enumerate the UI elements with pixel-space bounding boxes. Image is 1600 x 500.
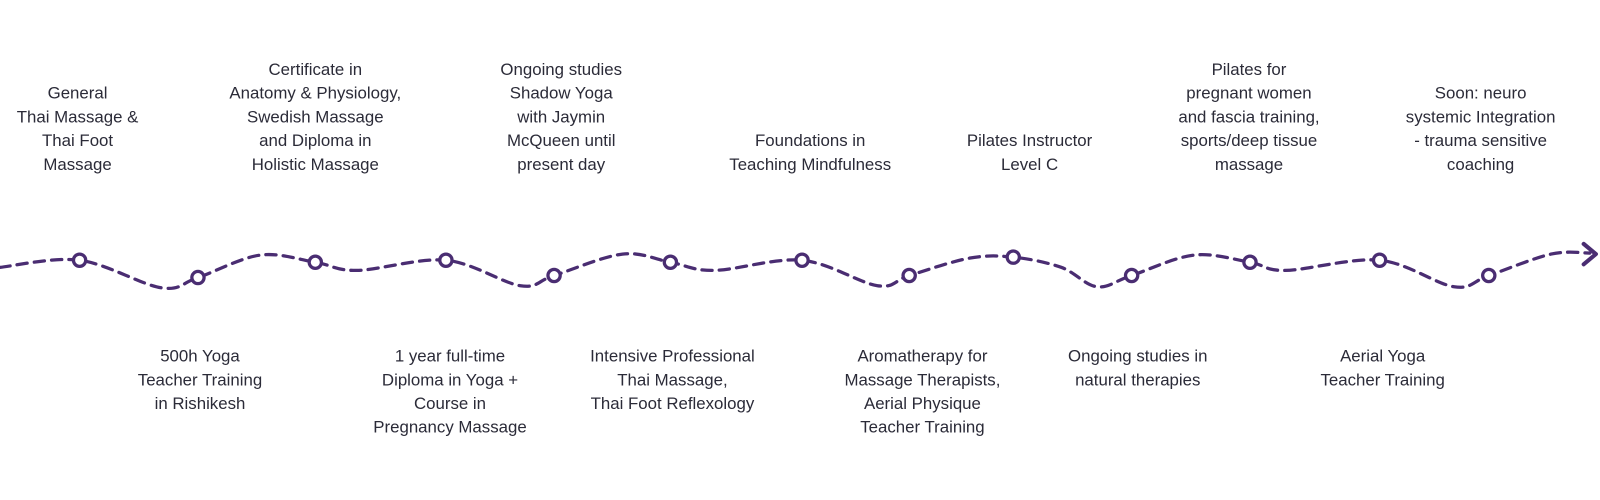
milestone-dot xyxy=(1371,252,1388,268)
label-line: Level C xyxy=(1001,155,1058,174)
label-line: Holistic Massage xyxy=(252,155,379,174)
label-line: Teacher Training xyxy=(138,370,262,389)
label-line: and fascia training, xyxy=(1178,107,1319,126)
milestone-label: Ongoing studies Shadow Yoga with Jaymin McQ… xyxy=(500,60,622,174)
milestone-dot xyxy=(190,269,206,286)
milestone-label: 500h Yoga Teacher Training in Rishikesh xyxy=(138,347,262,413)
label-line: Ongoing studies in xyxy=(1068,347,1207,366)
label-line: Soon: neuro xyxy=(1435,84,1527,103)
milestone-dot xyxy=(307,254,324,270)
label-line: coaching xyxy=(1447,155,1514,174)
label-line: Thai Foot Reflexology xyxy=(591,394,755,413)
label-line: Teaching Mindfulness xyxy=(729,155,891,174)
label-line: Shadow Yoga xyxy=(510,84,614,103)
label-line: systemic Integration xyxy=(1406,107,1556,126)
milestone-dot xyxy=(662,254,679,270)
milestone-label: Soon: neuro systemic Integration - trauma … xyxy=(1406,84,1556,174)
milestone-dot xyxy=(438,252,454,268)
label-line: Massage xyxy=(43,155,111,174)
label-line: 1 year full-time xyxy=(395,347,505,366)
milestone-dot xyxy=(1481,267,1497,284)
milestone-dot xyxy=(1005,249,1022,265)
milestone-label: Certificate in Anatomy & Physiology, Swedi… xyxy=(229,60,401,174)
milestone-label: Ongoing studies in natural therapies xyxy=(1068,347,1207,390)
label-line: with Jaymin xyxy=(516,107,605,126)
label-line: Course in xyxy=(414,394,486,413)
label-line: massage xyxy=(1215,155,1283,174)
label-line: - trauma sensitive xyxy=(1414,131,1547,150)
label-line: General xyxy=(48,84,108,103)
label-line: McQueen until xyxy=(507,131,616,150)
milestone-label: Pilates for pregnant women and fascia trai… xyxy=(1178,60,1319,174)
milestone-label: Pilates Instructor Level C xyxy=(967,131,1093,174)
milestone-label: Foundations in Teaching Mindfulness xyxy=(729,131,891,174)
milestone-dot xyxy=(546,267,562,284)
arrow-head xyxy=(1581,241,1598,267)
label-line: sports/deep tissue xyxy=(1181,131,1318,150)
label-line: Aerial Physique xyxy=(864,394,981,413)
label-line: Intensive Professional xyxy=(590,347,755,366)
label-line: 500h Yoga xyxy=(160,347,240,366)
label-line: in Rishikesh xyxy=(155,394,246,413)
label-line: Swedish Massage xyxy=(247,107,384,126)
label-line: Ongoing studies xyxy=(500,60,622,79)
label-line: Thai Massage & xyxy=(17,107,139,126)
label-line: natural therapies xyxy=(1075,370,1200,389)
label-line: Pregnancy Massage xyxy=(373,418,526,437)
milestone-label: 1 year full-time Diploma in Yoga + Course … xyxy=(373,347,526,437)
label-line: Certificate in xyxy=(269,60,363,79)
milestone-dot xyxy=(901,267,917,284)
label-line: Massage Therapists, xyxy=(845,370,1001,389)
label-line: Pilates Instructor xyxy=(967,131,1093,150)
label-line: present day xyxy=(517,155,606,174)
label-line: and Diploma in xyxy=(259,131,371,150)
milestone-dot xyxy=(794,252,810,268)
milestone-dot xyxy=(1123,267,1140,284)
label-line: Aerial Yoga xyxy=(1340,347,1426,366)
milestone-label: Aerial Yoga Teacher Training xyxy=(1320,347,1444,390)
milestone-label: Intensive Professional Thai Massage, Thai … xyxy=(590,347,755,413)
label-line: Diploma in Yoga + xyxy=(382,370,518,389)
label-line: Teacher Training xyxy=(1320,370,1444,389)
label-line: Thai Foot xyxy=(42,131,113,150)
label-line: Aromatherapy for xyxy=(857,347,987,366)
milestone-label: General Thai Massage & Thai Foot Massage xyxy=(17,84,139,174)
label-line: pregnant women xyxy=(1186,84,1311,103)
label-line: Teacher Training xyxy=(860,418,984,437)
label-line: Foundations in xyxy=(755,131,865,150)
milestone-label: Aromatherapy for Massage Therapists, Aeria… xyxy=(845,347,1001,437)
label-line: Pilates for xyxy=(1212,60,1287,79)
label-line: Thai Massage, xyxy=(617,370,727,389)
timeline-path xyxy=(0,250,1592,291)
label-line: Anatomy & Physiology, xyxy=(229,84,401,103)
milestone-dot xyxy=(1242,254,1258,270)
milestone-dot xyxy=(71,252,88,268)
